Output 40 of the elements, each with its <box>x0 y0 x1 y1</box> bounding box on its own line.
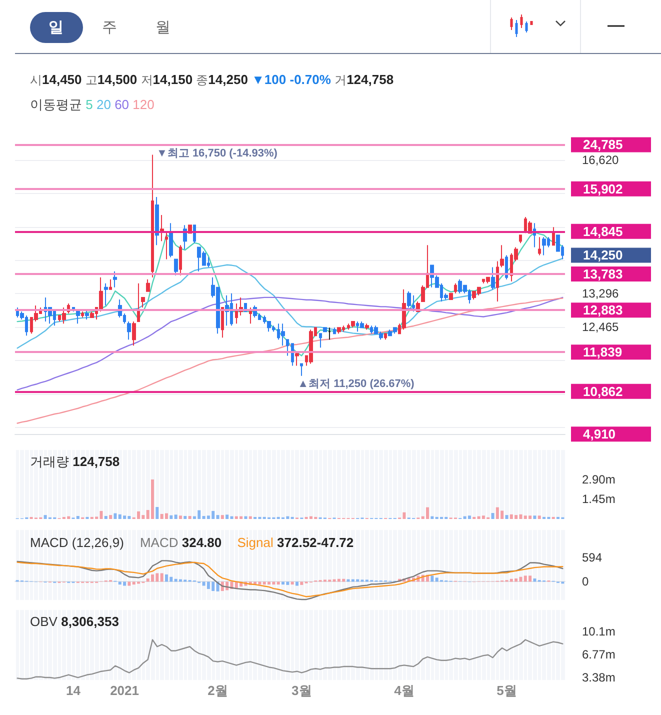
annotation: 324.80 <box>182 535 222 550</box>
ref-line-label: 15,902 <box>583 181 623 196</box>
text: 4,910 <box>583 426 616 442</box>
annotation: 372.52-47.72 <box>277 535 354 550</box>
text: 5 <box>86 97 93 112</box>
chart-title: OBV 8,306,353 <box>30 614 119 629</box>
y-tick-label: 16,620 <box>582 152 620 167</box>
x-tick-label: 2월 <box>208 683 228 698</box>
text: 시14,450 고14,500 저14,150 종14,250 ▼100 -0.70% 거124,758 <box>30 72 394 87</box>
series-label: MACD <box>140 535 178 550</box>
x-tick-label: 4월 <box>394 683 414 698</box>
y-tick-label: 2.90m <box>582 472 616 486</box>
ref-line-label: 11,839 <box>583 344 622 360</box>
y-tick-label: 1.45m <box>582 492 616 506</box>
y-tick-label: 13,296 <box>582 286 620 301</box>
text: 120 <box>132 97 154 112</box>
annotation: ▼최고 16,750 (-14.93%) <box>156 148 278 160</box>
x-tick-label: 5월 <box>496 683 517 698</box>
y-tick-label: 10.1m <box>582 624 616 638</box>
y-tick-label: 594 <box>582 550 602 565</box>
x-tick-label: 2021 <box>110 683 139 698</box>
text: 60 <box>114 97 130 112</box>
chart-title: 거래량 124,758 <box>30 454 120 469</box>
y-tick-label: 3.38m <box>582 670 616 685</box>
ref-line-label: 12,883 <box>583 302 623 318</box>
text: Signal <box>237 535 274 550</box>
annotation: ▲최저 11,250 (26.67%) <box>298 378 415 390</box>
legend-title: 이동평균 <box>30 97 82 112</box>
x-tick-label: 14 <box>66 683 82 698</box>
x-tick-label: 3월 <box>292 683 312 698</box>
ref-line-label: 14,845 <box>583 224 623 239</box>
chart-title: MACD (12,26,9) <box>30 535 124 550</box>
text: 20 <box>96 97 111 112</box>
ref-line-label: 13,783 <box>583 266 623 282</box>
text: 24,785 <box>583 137 623 152</box>
y-tick-label: 0 <box>582 574 589 589</box>
y-tick-label: 12,465 <box>582 320 620 334</box>
y-tick-label: 6.77m <box>582 647 616 662</box>
ref-line-label: 10,862 <box>583 384 623 399</box>
text: 14,250 <box>583 248 623 263</box>
